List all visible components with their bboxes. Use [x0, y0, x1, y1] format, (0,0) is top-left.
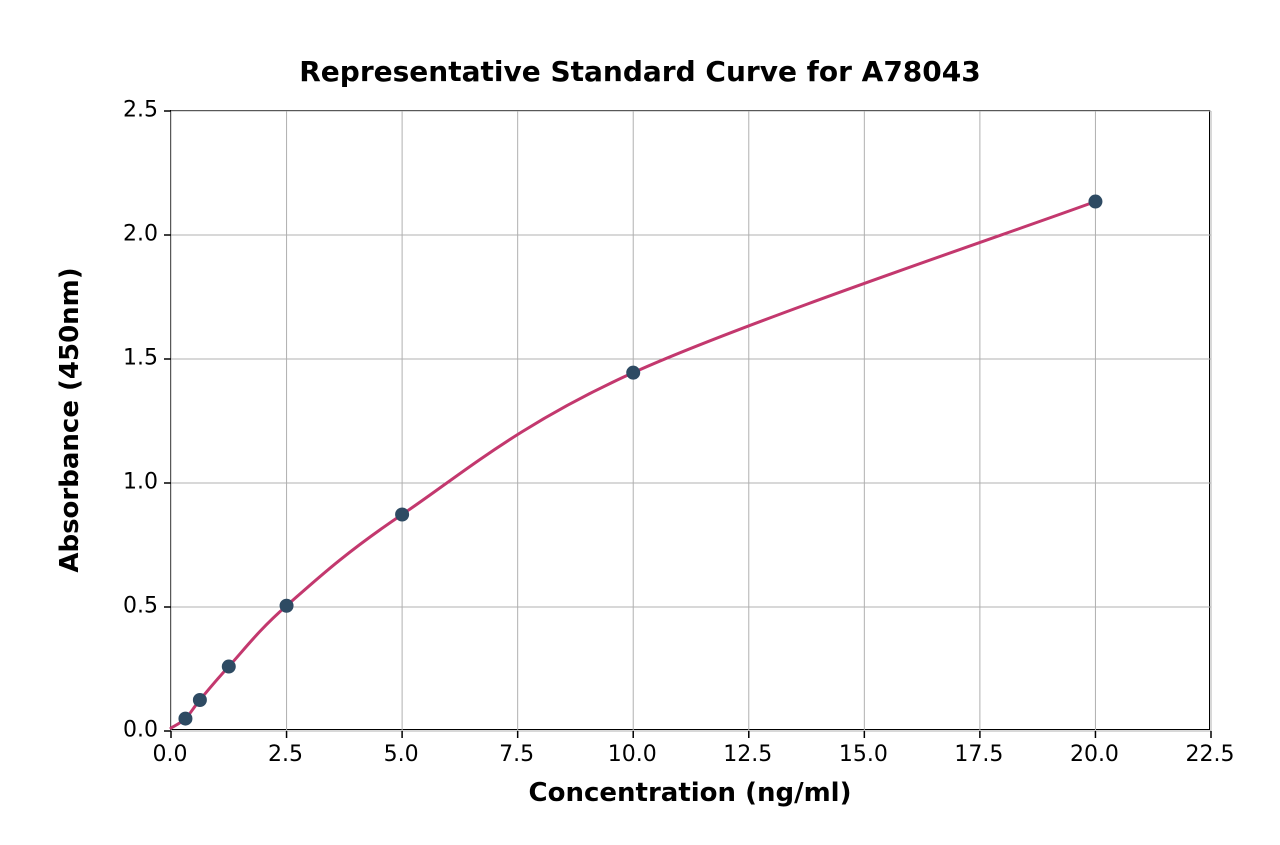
y-tick-label: 1.0	[98, 470, 158, 495]
y-tick-label: 0.5	[98, 594, 158, 619]
x-tick-label: 10.0	[608, 742, 657, 767]
y-axis-label: Absorbance (450nm)	[55, 110, 85, 730]
data-marker	[1089, 195, 1102, 208]
x-tick-label: 7.5	[499, 742, 534, 767]
data-marker	[222, 660, 235, 673]
data-marker	[627, 366, 640, 379]
data-marker	[179, 712, 192, 725]
x-tick-label: 2.5	[268, 742, 303, 767]
plot-area	[170, 110, 1210, 730]
x-tick-label: 22.5	[1186, 742, 1235, 767]
chart-title: Representative Standard Curve for A78043	[0, 55, 1280, 88]
y-tick-label: 2.0	[98, 222, 158, 247]
x-tick-label: 20.0	[1070, 742, 1119, 767]
x-tick-label: 5.0	[384, 742, 419, 767]
data-marker	[193, 694, 206, 707]
data-marker	[280, 599, 293, 612]
y-tick-label: 0.0	[98, 718, 158, 743]
figure: Representative Standard Curve for A78043…	[0, 0, 1280, 845]
x-tick-label: 12.5	[723, 742, 772, 767]
x-tick-label: 17.5	[954, 742, 1003, 767]
data-marker	[396, 508, 409, 521]
y-tick-label: 2.5	[98, 98, 158, 123]
plot-svg	[171, 111, 1211, 731]
x-axis-label: Concentration (ng/ml)	[170, 778, 1210, 808]
y-tick-label: 1.5	[98, 346, 158, 371]
x-tick-label: 15.0	[839, 742, 888, 767]
x-tick-label: 0.0	[153, 742, 188, 767]
